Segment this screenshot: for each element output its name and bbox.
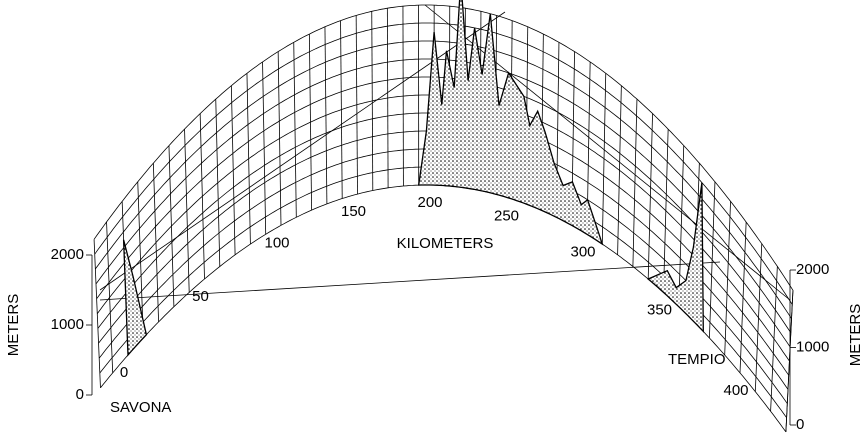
terrain-profile: [646, 182, 704, 334]
grid-arc: [95, 58, 792, 333]
grid-arc: [93, 4, 794, 291]
km-tick-label: 400: [723, 382, 748, 399]
frame-edge: [785, 290, 794, 432]
meter-tick-label: 1000: [51, 316, 84, 333]
km-tick-label: 50: [192, 288, 209, 305]
grid-arc: [96, 76, 791, 348]
place-label: SAVONA: [110, 399, 171, 416]
meter-tick-label: 0: [76, 386, 84, 403]
km-tick-label: 350: [647, 301, 672, 318]
meter-tick-label: 2000: [796, 261, 829, 278]
frame-edge: [93, 239, 101, 388]
km-tick-label: 200: [417, 194, 442, 211]
km-tick-label: 0: [120, 364, 128, 381]
meter-tick-label: 0: [796, 416, 804, 433]
terrain-profile: [417, 0, 604, 246]
km-tick-label: 250: [494, 207, 519, 224]
place-label: TEMPIO: [668, 351, 726, 368]
km-tick-label: 300: [570, 243, 595, 260]
km-tick-label: 150: [341, 203, 366, 220]
sight-line: [99, 261, 721, 301]
meter-tick-label: 2000: [51, 246, 84, 263]
terrain-profile: [122, 239, 148, 357]
grid-arc: [94, 22, 793, 305]
axis-title: METERS: [5, 294, 22, 357]
axis-title: METERS: [847, 304, 864, 367]
meter-tick-label: 1000: [796, 338, 829, 355]
grid-arc: [94, 40, 792, 319]
km-tick-label: 100: [264, 234, 289, 251]
axis-title: KILOMETERS: [397, 235, 494, 252]
